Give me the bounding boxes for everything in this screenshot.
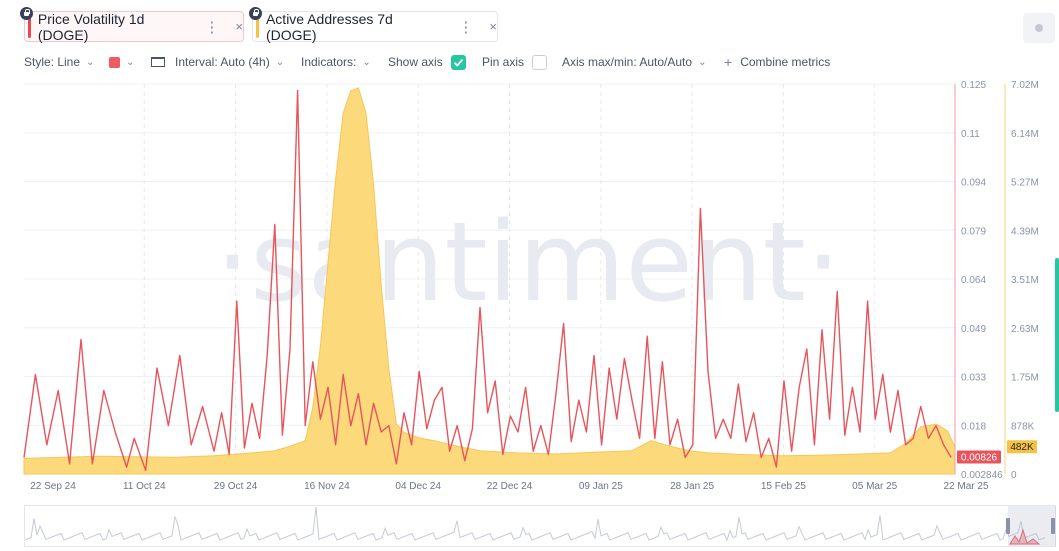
pin-axis-checkbox[interactable] bbox=[532, 54, 548, 70]
show-axis-toggle[interactable]: Show axis bbox=[388, 53, 466, 71]
settings-button[interactable] bbox=[1023, 13, 1055, 43]
active-addresses-series bbox=[23, 87, 956, 475]
santiment-watermark: ·santiment· bbox=[215, 198, 841, 326]
indicators-label: Indicators: bbox=[301, 55, 357, 69]
time-navigator[interactable] bbox=[24, 505, 1056, 547]
checkmark-icon bbox=[453, 58, 463, 67]
x-axis-tick: 28 Jan 25 bbox=[670, 481, 714, 492]
show-axis-checkbox[interactable] bbox=[450, 54, 466, 70]
volatility-axis-tick: 0.002846 bbox=[961, 470, 1003, 481]
pin-axis-label: Pin axis bbox=[482, 55, 525, 69]
tab-label: Price Volatility 1d (DOGE) bbox=[37, 10, 145, 43]
x-axis-tick: 09 Jan 25 bbox=[579, 481, 623, 492]
interval-label: Interval: Auto (4h) bbox=[175, 55, 270, 69]
lock-icon bbox=[20, 7, 33, 20]
indicators-dropdown[interactable]: Indicators: ⌄ bbox=[301, 53, 371, 71]
style-dropdown[interactable]: Style: Line ⌄ bbox=[24, 53, 94, 71]
volatility-last-value: 0.00826 bbox=[961, 453, 998, 464]
style-label: Style: Line bbox=[24, 55, 81, 69]
combine-metrics-label: Combine metrics bbox=[740, 55, 831, 69]
interval-icon bbox=[151, 57, 165, 67]
metric-tab-active-addresses[interactable]: Active Addresses 7d (DOGE) ⋮ × bbox=[252, 10, 498, 43]
volatility-axis-tick: 0.125 bbox=[961, 80, 986, 91]
navigator-right-handle[interactable] bbox=[1051, 518, 1055, 534]
price-volatility-line bbox=[23, 89, 952, 471]
x-axis-tick: 22 Mar 25 bbox=[943, 481, 988, 492]
x-axis-tick: 22 Sep 24 bbox=[30, 481, 76, 492]
interval-dropdown[interactable]: Interval: Auto (4h) ⌄ bbox=[151, 53, 284, 71]
chart-axes: 0.125 7.02M 0.11 6.14M 0.094 5.27M 0.079 4.39M 0… bbox=[30, 80, 1039, 492]
lock-icon bbox=[249, 7, 262, 20]
addresses-axis-tick: 7.02M bbox=[1011, 80, 1039, 91]
x-axis-tick: 11 Oct 24 bbox=[123, 481, 166, 492]
x-axis-tick: 15 Feb 25 bbox=[761, 481, 806, 492]
navigator-recent-mark bbox=[1009, 528, 1041, 545]
navigator-preview bbox=[24, 506, 1046, 545]
volatility-axis-tick: 0.079 bbox=[961, 226, 986, 237]
addresses-last-value-badge bbox=[1007, 440, 1037, 454]
navigator-window[interactable] bbox=[1008, 506, 1056, 546]
addresses-axis-tick: 1.75M bbox=[1011, 373, 1039, 384]
volatility-axis-tick: 0.033 bbox=[961, 373, 986, 384]
addresses-axis-tick: 5.27M bbox=[1011, 178, 1039, 189]
chevron-down-icon: ⌄ bbox=[698, 56, 707, 68]
addresses-last-value: 482K bbox=[1010, 442, 1034, 453]
show-axis-label: Show axis bbox=[388, 55, 443, 69]
color-picker[interactable]: ⌄ bbox=[109, 53, 134, 71]
active-addresses-area bbox=[23, 87, 956, 475]
tab-label: Active Addresses 7d (DOGE) bbox=[265, 10, 393, 43]
addresses-axis-tick: 878K bbox=[1011, 421, 1035, 432]
axis-maxmin-dropdown[interactable]: Axis max/min: Auto/Auto ⌄ bbox=[562, 53, 706, 71]
addresses-axis-tick: 2.63M bbox=[1011, 324, 1039, 335]
combine-metrics-button[interactable]: + Combine metrics bbox=[724, 53, 830, 71]
x-axis-tick: 04 Dec 24 bbox=[395, 481, 441, 492]
addresses-axis-tick: 6.14M bbox=[1011, 129, 1039, 140]
close-icon[interactable]: × bbox=[489, 19, 497, 34]
chevron-down-icon: ⌄ bbox=[362, 56, 371, 68]
navigator-line bbox=[24, 506, 1046, 542]
volatility-axis-tick: 0.11 bbox=[961, 129, 980, 140]
chevron-down-icon: ⌄ bbox=[126, 56, 135, 68]
plus-icon: + bbox=[724, 54, 733, 70]
metric-tab-price-volatility[interactable]: Price Volatility 1d (DOGE) ⋮ × bbox=[24, 10, 244, 43]
close-icon[interactable]: × bbox=[235, 19, 243, 34]
more-options-icon[interactable]: ⋮ bbox=[204, 18, 220, 36]
x-axis-tick: 05 Mar 25 bbox=[852, 481, 897, 492]
color-swatch bbox=[109, 56, 120, 68]
volatility-axis-tick: 0.094 bbox=[961, 178, 986, 189]
pin-axis-toggle[interactable]: Pin axis bbox=[482, 53, 548, 71]
chevron-down-icon: ⌄ bbox=[86, 56, 95, 68]
main-chart[interactable]: ·santiment· 0.125 7.02M 0.11 6.14M 0.094 5.27… bbox=[0, 0, 1059, 500]
volatility-axis-tick: 0.018 bbox=[961, 421, 986, 432]
volatility-axis-tick: 0.049 bbox=[961, 324, 986, 335]
side-panel-indicator[interactable] bbox=[1055, 258, 1059, 412]
x-axis-tick: 16 Nov 24 bbox=[304, 481, 350, 492]
addresses-axis-tick: 4.39M bbox=[1011, 226, 1039, 237]
navigator-left-handle[interactable] bbox=[1006, 518, 1010, 534]
volatility-last-value-badge bbox=[957, 450, 1001, 464]
series-color-bar bbox=[256, 15, 259, 38]
volatility-axis-tick: 0.064 bbox=[961, 275, 986, 286]
x-axis-tick: 22 Dec 24 bbox=[487, 481, 533, 492]
addresses-axis-tick: 0 bbox=[1011, 470, 1017, 481]
axis-maxmin-label: Axis max/min: Auto/Auto bbox=[562, 55, 693, 69]
x-axis-tick: 29 Oct 24 bbox=[214, 481, 258, 492]
more-options-icon[interactable]: ⋮ bbox=[458, 18, 474, 36]
addresses-axis-tick: 3.51M bbox=[1011, 275, 1039, 286]
price-volatility-series bbox=[23, 89, 952, 471]
settings-icon bbox=[1035, 24, 1043, 32]
chevron-down-icon: ⌄ bbox=[275, 56, 285, 68]
series-color-bar bbox=[28, 15, 31, 38]
